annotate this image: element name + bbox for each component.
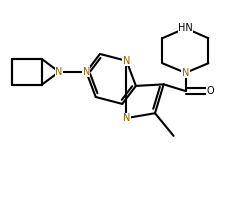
Text: N: N: [55, 67, 63, 77]
Text: HN: HN: [178, 23, 193, 33]
Text: N: N: [123, 113, 130, 123]
Text: O: O: [207, 86, 214, 96]
Text: N: N: [123, 56, 130, 66]
Text: N: N: [182, 68, 189, 78]
Text: N: N: [83, 67, 90, 77]
